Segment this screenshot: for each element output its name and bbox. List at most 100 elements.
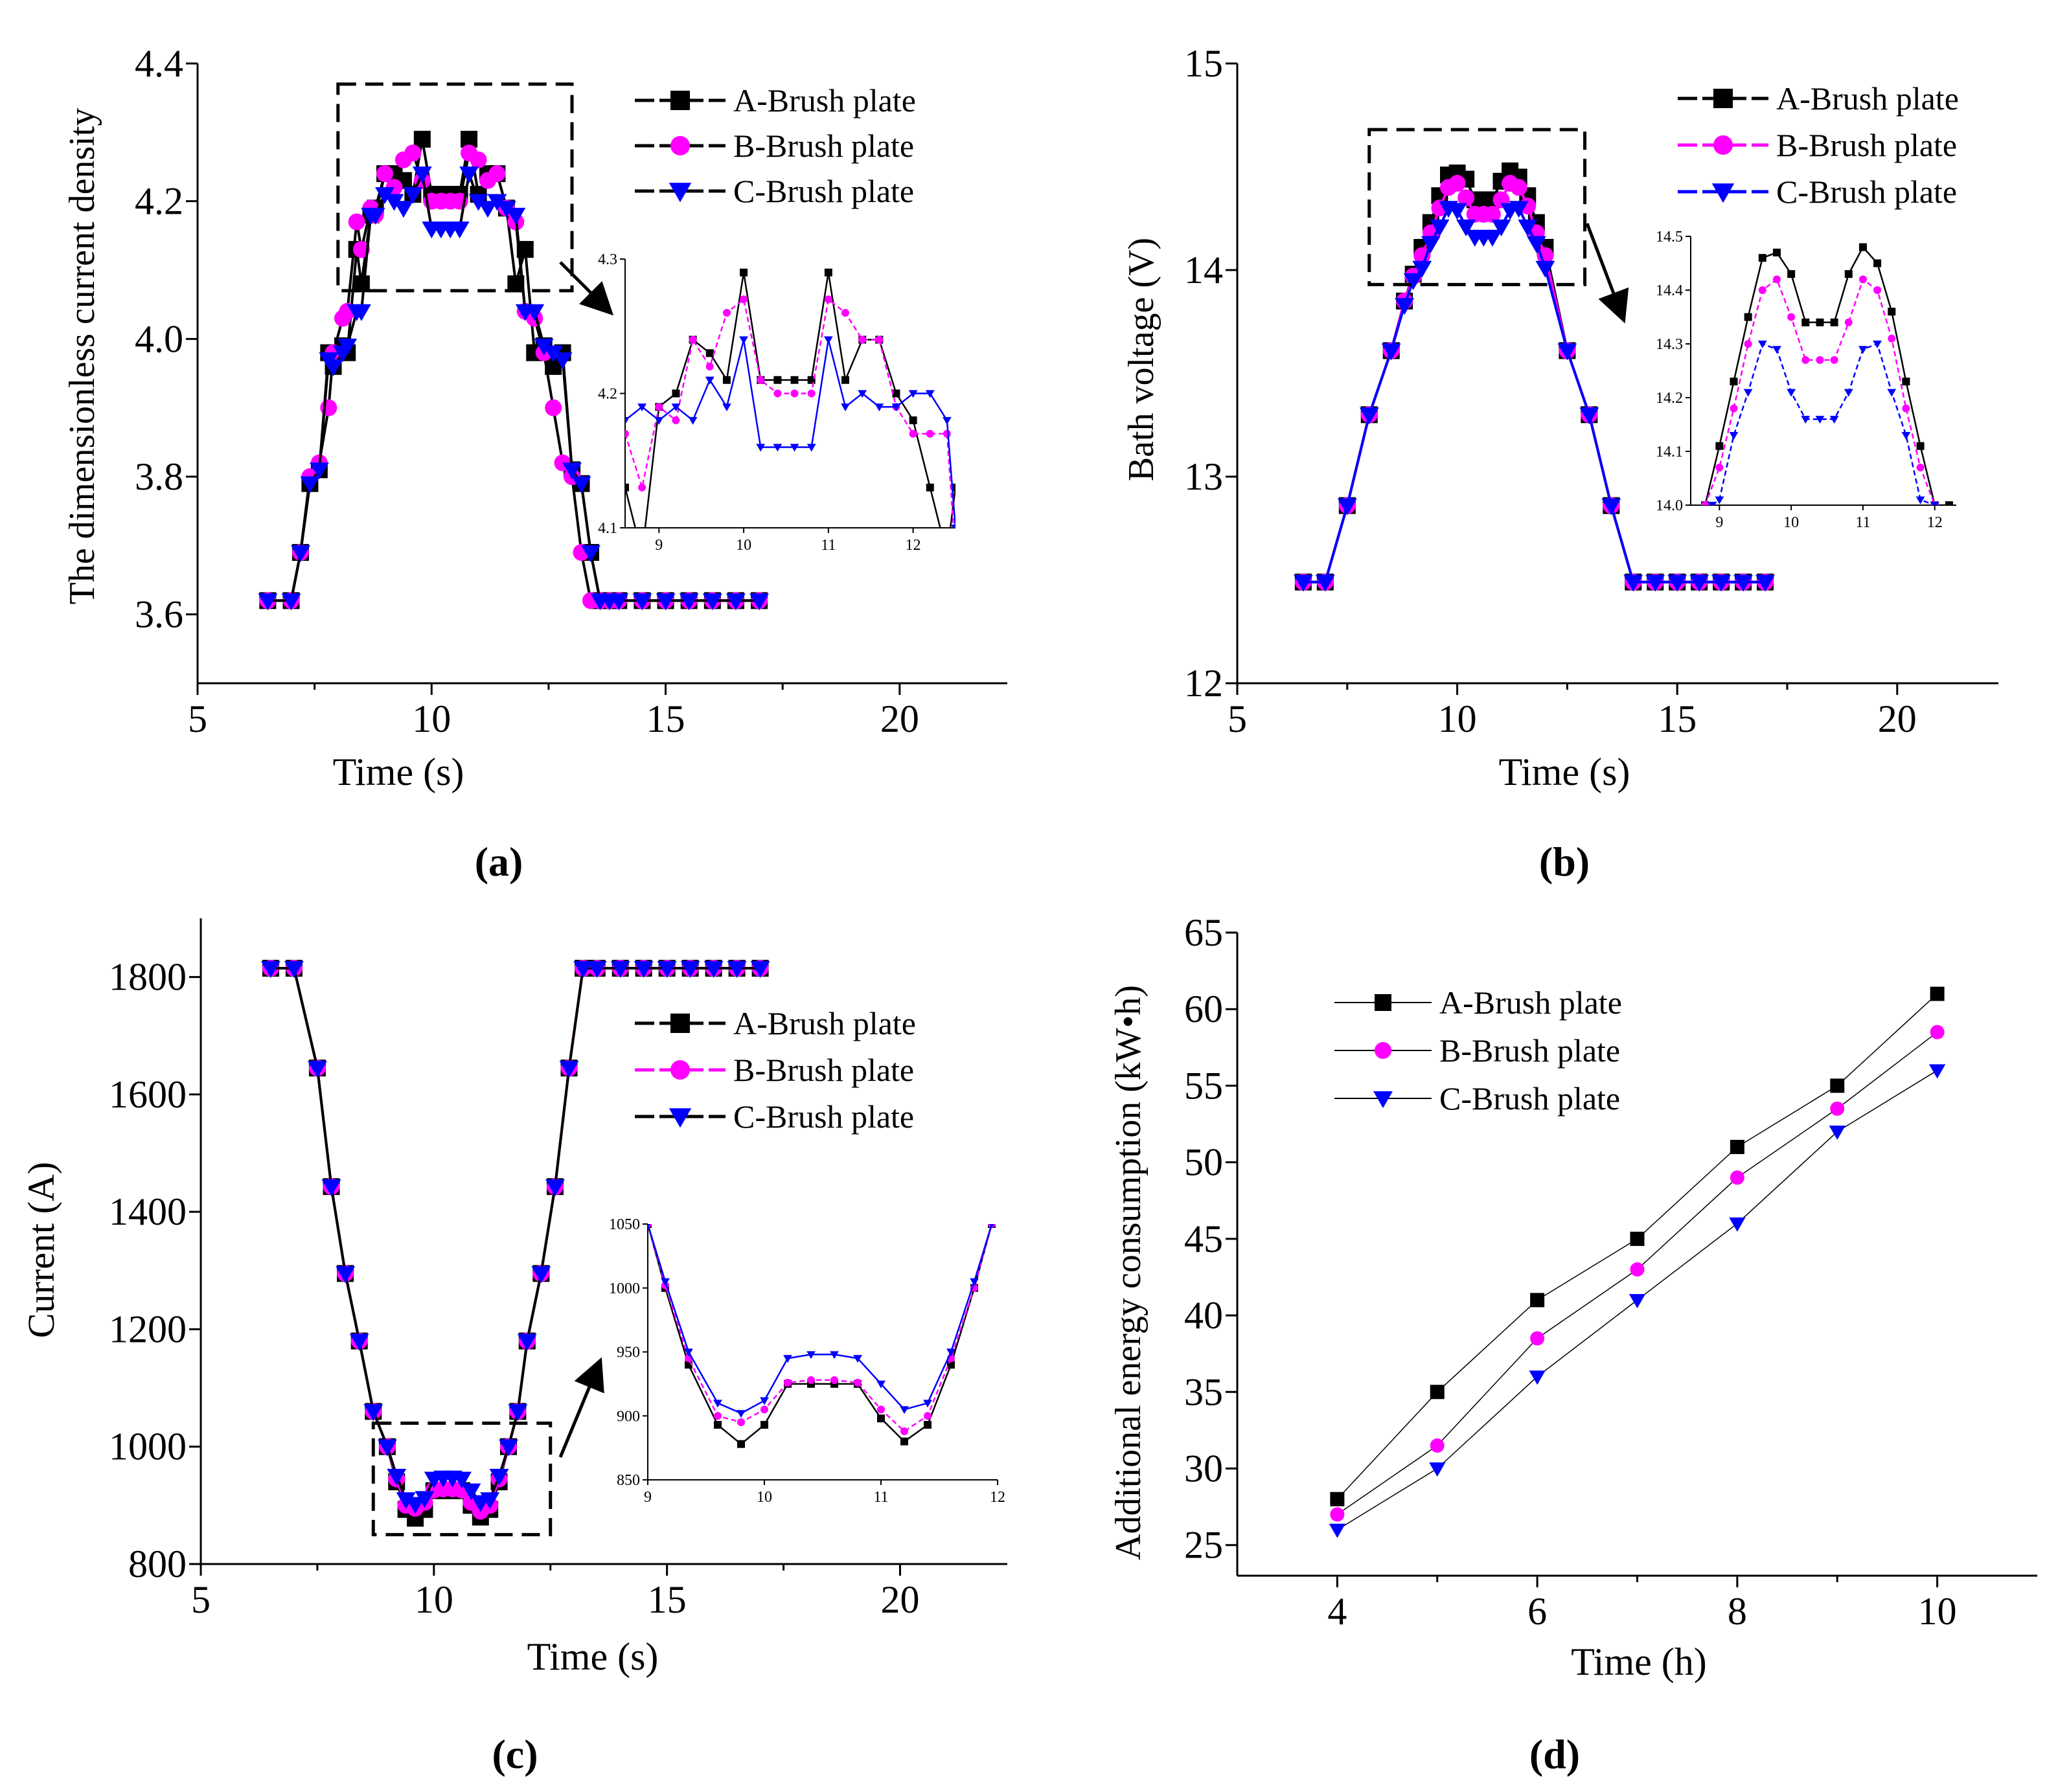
x-tick-labels: 5 10 15 20 (188, 698, 919, 740)
inset-data-point (900, 1427, 908, 1435)
y-tick-label: 4.2 (135, 180, 183, 223)
inset-series-group (648, 1224, 996, 1448)
data-point (508, 1404, 528, 1422)
data-point (1930, 1025, 1945, 1039)
data-point (1830, 1078, 1845, 1093)
inset-series-A (1701, 243, 1953, 505)
x-tick-label: 5 (188, 698, 207, 740)
inset-data-point (830, 1351, 839, 1359)
x-tick-label: 5 (191, 1578, 211, 1621)
inset-y-tick-label: 14.0 (1656, 497, 1683, 514)
inset-data-point (1787, 270, 1796, 278)
inset-data-point (1873, 259, 1882, 267)
inset-data-point (672, 389, 680, 398)
panel-d: 4 6 8 10 25 30 35 40 45 50 55 60 65 Time (h) Additi… (1108, 911, 2037, 1777)
inset-series-line (648, 1224, 993, 1446)
data-point (1530, 1331, 1545, 1346)
series-C (1293, 201, 1775, 592)
inset-data-point (1730, 404, 1738, 413)
inset-zoom-plot: 9 10 11 12 14.0 14.1 14.2 14.3 14.4 14.5 (1656, 229, 1956, 531)
data-point (525, 304, 545, 321)
legend-label: B-Brush plate (733, 1052, 914, 1088)
y-tick-label: 25 (1184, 1524, 1223, 1567)
inset-y-tick-label: 14.4 (1656, 282, 1683, 299)
inset-data-point (943, 551, 951, 559)
data-point (587, 960, 607, 978)
data-point (1429, 1462, 1446, 1477)
inset-data-point (737, 1440, 745, 1448)
inset-data-point (1730, 378, 1738, 386)
inset-data-point (841, 309, 849, 317)
inset-series-C (648, 1224, 994, 1418)
legend-label: B-Brush plate (1439, 1032, 1620, 1069)
inset-data-point (705, 363, 714, 370)
data-point (1421, 236, 1441, 253)
data-point (1928, 1064, 1946, 1079)
panel-a: 5 10 15 20 3.6 3.8 4.0 4.2 4.4 Time (s) The dim… (62, 42, 1007, 885)
inset-data-point (783, 1355, 792, 1363)
data-point (610, 960, 630, 978)
panel-label: (b) (1539, 839, 1590, 885)
data-point (384, 194, 404, 211)
x-tick-label: 20 (1878, 698, 1917, 740)
inset-data-point (1858, 243, 1867, 251)
x-tick-label: 15 (1658, 698, 1697, 740)
data-point (1729, 1217, 1746, 1232)
data-point (375, 187, 394, 204)
data-point (1491, 219, 1511, 236)
inset-data-point (1744, 340, 1752, 348)
x-axis-label: Time (s) (333, 751, 464, 793)
inset-data-point (773, 444, 783, 452)
panel-label: (a) (475, 839, 523, 885)
inset-data-point (756, 444, 766, 452)
data-point (1448, 175, 1466, 192)
inset-data-point (908, 390, 918, 398)
inset-data-point (989, 1224, 994, 1229)
x-tick-label: 6 (1527, 1590, 1547, 1633)
inset-series-line (1704, 245, 1949, 505)
zoom-box (336, 82, 574, 293)
zoom-box (1367, 128, 1587, 286)
y-tick-label: 1200 (109, 1308, 187, 1350)
x-tick-label: 10 (1438, 698, 1477, 740)
y-tick-label: 35 (1184, 1370, 1223, 1413)
series-C (1329, 1064, 1946, 1538)
y-tick-label: 1400 (109, 1190, 187, 1233)
y-tick-label: 14 (1184, 249, 1223, 291)
zoom-indicator (1367, 128, 1629, 324)
y-axis-label: The dimensionless current density (62, 108, 102, 605)
data-point (450, 221, 470, 239)
inset-background (1691, 236, 1956, 505)
inset-data-point (1787, 313, 1796, 321)
inset-data-point (1902, 378, 1910, 386)
inset-data-point (705, 376, 714, 385)
inset-data-point (1844, 270, 1853, 278)
inset-data-point (1844, 389, 1853, 397)
data-point (258, 593, 278, 611)
data-point (580, 545, 600, 562)
inset-data-point (952, 551, 959, 559)
inset-data-point (688, 416, 698, 425)
data-point (281, 593, 301, 611)
data-point (459, 166, 479, 184)
inset-data-point (737, 1418, 745, 1427)
data-point (489, 1468, 509, 1486)
inset-data-point (790, 444, 799, 452)
inset-x-tick-label: 12 (906, 537, 921, 554)
inset-data-point (891, 403, 901, 412)
x-tick-labels: 5 10 15 20 (1228, 698, 1917, 740)
inset-data-point (784, 1378, 792, 1387)
data-point (1337, 498, 1357, 516)
data-point (412, 166, 432, 184)
legend-label: B-Brush plate (1776, 127, 1957, 163)
inset-data-point (1902, 404, 1910, 413)
series-A (1330, 986, 1945, 1506)
data-point (1535, 260, 1555, 278)
legend-label: A-Brush plate (733, 82, 916, 119)
inset-data-point (807, 389, 816, 398)
data-point (1629, 1294, 1646, 1309)
x-tick-label: 20 (880, 698, 919, 740)
data-point (260, 960, 280, 978)
y-tick-label: 40 (1184, 1294, 1223, 1337)
inset-data-point (807, 376, 816, 384)
